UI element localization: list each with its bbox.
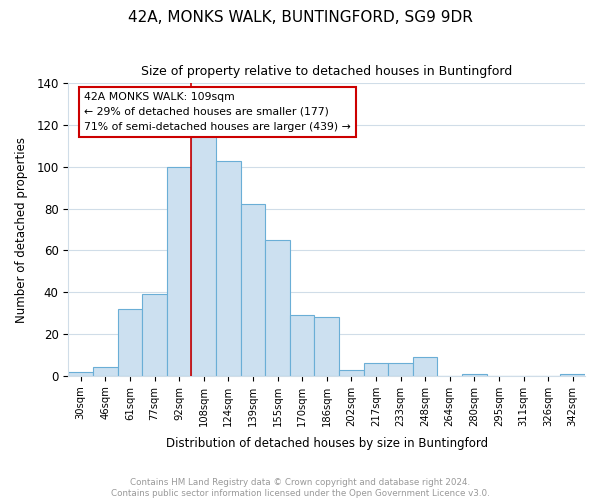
Bar: [142, 294, 167, 376]
Bar: [314, 318, 339, 376]
Text: Contains HM Land Registry data © Crown copyright and database right 2024.
Contai: Contains HM Land Registry data © Crown c…: [110, 478, 490, 498]
Bar: [93, 368, 118, 376]
Bar: [413, 357, 437, 376]
Text: 42A MONKS WALK: 109sqm
← 29% of detached houses are smaller (177)
71% of semi-de: 42A MONKS WALK: 109sqm ← 29% of detached…: [84, 92, 350, 132]
Bar: [388, 364, 413, 376]
Bar: [560, 374, 585, 376]
X-axis label: Distribution of detached houses by size in Buntingford: Distribution of detached houses by size …: [166, 437, 488, 450]
Bar: [216, 160, 241, 376]
Bar: [265, 240, 290, 376]
Bar: [339, 370, 364, 376]
Bar: [68, 372, 93, 376]
Title: Size of property relative to detached houses in Buntingford: Size of property relative to detached ho…: [141, 65, 512, 78]
Bar: [364, 364, 388, 376]
Bar: [118, 309, 142, 376]
Bar: [167, 167, 191, 376]
Bar: [191, 127, 216, 376]
Bar: [462, 374, 487, 376]
Bar: [290, 315, 314, 376]
Bar: [241, 204, 265, 376]
Y-axis label: Number of detached properties: Number of detached properties: [15, 136, 28, 322]
Text: 42A, MONKS WALK, BUNTINGFORD, SG9 9DR: 42A, MONKS WALK, BUNTINGFORD, SG9 9DR: [128, 10, 472, 25]
